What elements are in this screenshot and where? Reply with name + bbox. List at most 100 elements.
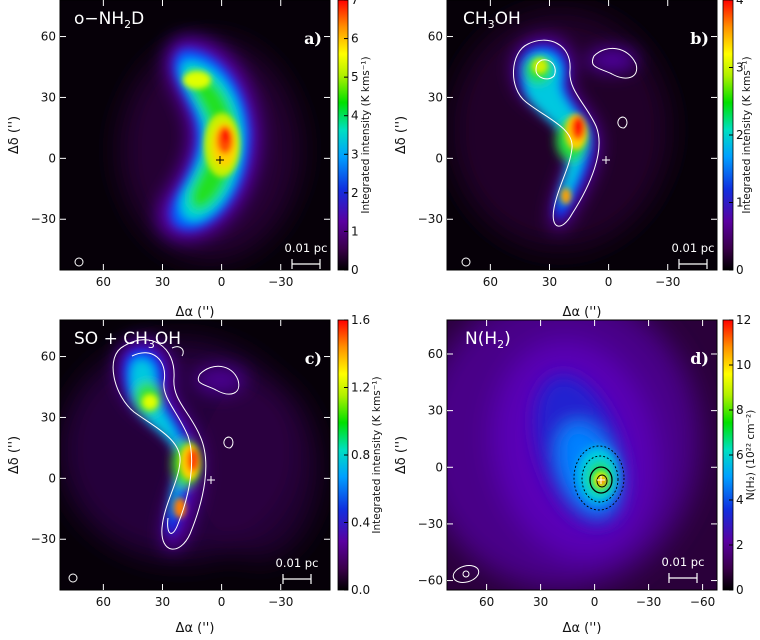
panel-a-colorbar-ticks: 0 1 2 3 4 5 6 7 [344,0,359,277]
panel-b-scalebar-label: 0.01 pc [672,241,715,255]
x-tick-label: −30 [268,595,293,609]
x-tick-label: 30 [155,275,170,289]
colorbar-tick-label: 2 [736,538,744,552]
x-tick-label: −30 [268,275,293,289]
panel-c-center-marker [207,476,215,484]
panel-a-emission-map [120,36,300,260]
colorbar-tick-label: 0 [736,583,744,597]
x-tick-label: 30 [533,595,548,609]
colorbar-tick-label: 4 [736,493,744,507]
panel-a-colorbar-label: Integrated intensity (K kms⁻¹) [360,56,372,213]
panel-c-colorbar-ticks: 0.0 0.4 0.8 1.2 1.6 [344,313,370,597]
y-tick-label: 0 [48,151,56,165]
y-tick-label: −30 [418,517,443,531]
panel-c-scalebar-label: 0.01 pc [276,556,319,570]
panel-c-emission-map [60,338,320,560]
colorbar-tick-label: 8 [736,403,744,417]
panel-a-xticks: 60 30 0 −30 [96,0,293,289]
x-tick-label: 60 [96,275,111,289]
colorbar-tick-label: 0.0 [351,583,370,597]
y-tick-label: −30 [31,532,56,546]
panel-d-column-density-map [447,320,700,590]
colorbar-tick-label: 0 [351,263,359,277]
panel-a-ylabel: Δδ ('') [7,116,22,154]
panel-a-scalebar [291,259,321,269]
colorbar-tick-label: 1.6 [351,313,370,327]
y-tick-label: 60 [428,30,443,44]
colorbar-tick-label: 1 [351,224,359,238]
panel-b-emission-map [450,10,670,250]
panel-b-center-marker [602,156,610,164]
panel-a-center-marker [216,156,224,164]
panel-b-colorbar-label: Integrated intensity (K kms⁻¹) [741,56,753,213]
x-tick-label: 30 [155,595,170,609]
panel-b-title: CH3OH [463,9,521,31]
colorbar-tick-label: 1 [736,196,744,210]
x-tick-label: 60 [479,595,494,609]
y-tick-label: 0 [48,471,56,485]
panel-a-yticks: 60 30 0 −30 [31,30,330,226]
panel-d-yticks: 60 30 0 −30 −60 [418,347,717,588]
colorbar-tick-label: 0.8 [351,448,370,462]
y-tick-label: 0 [435,460,443,474]
panel-b-ylabel: Δδ ('') [394,116,409,154]
panel-c: SO + CH3OH c) 0.01 pc 60 30 0 −30 60300−30 … [7,313,383,636]
y-tick-label: −30 [418,212,443,226]
panel-c-ylabel: Δδ ('') [7,436,22,474]
colorbar-tick-label: 2 [351,186,359,200]
x-tick-label: −30 [655,275,680,289]
panel-b-scalebar [678,259,708,269]
panel-b-xticks: 60 30 0 −30 [483,0,680,289]
panel-b-xlabel: Δα ('') [563,305,602,320]
panel-b-beam [461,257,471,267]
panel-d-colorbar-ticks: 0 2 4 6 8 10 12 [729,313,751,597]
panel-d-scalebar-label: 0.01 pc [662,555,705,569]
y-tick-label: 30 [41,410,56,424]
colorbar-tick-label: 4 [351,109,359,123]
panel-d-ylabel: Δδ ('') [394,436,409,474]
colorbar-tick-label: 6 [736,448,744,462]
colorbar-tick-label: 3 [736,61,744,75]
y-tick-label: 60 [41,350,56,364]
panel-d-beam [452,565,480,583]
x-tick-label: 60 [96,595,111,609]
panel-a-label: a) [304,29,322,48]
x-tick-label: 0 [218,275,226,289]
panel-c-title: SO + CH3OH [74,329,181,351]
y-tick-label: 30 [428,90,443,104]
panel-c-xticks: 60 30 0 −30 [96,320,293,609]
x-tick-label: 60 [483,275,498,289]
x-tick-label: 30 [542,275,557,289]
colorbar-tick-label: 0.4 [351,516,370,530]
y-tick-label: 30 [41,90,56,104]
colorbar-tick-label: 3 [351,147,359,161]
y-tick-label: 0 [435,151,443,165]
y-tick-label: 60 [428,347,443,361]
panel-d-title: N(H2) [465,329,511,351]
y-tick-label: −30 [31,212,56,226]
y-tick-label: −60 [418,574,443,588]
x-tick-label: 0 [218,595,226,609]
colorbar-tick-label: 7 [351,0,359,7]
colorbar-tick-label: 12 [736,313,751,327]
colorbar-tick-label: 5 [351,70,359,84]
panel-c-yticks: 60 30 0 −30 [31,350,330,546]
panel-a-colorbar [337,0,349,271]
panel-c-beam [68,573,78,583]
y-tick-label: 60 [41,30,56,44]
x-tick-label: −60 [690,595,715,609]
panel-a-xlabel: Δα ('') [176,305,215,320]
panel-c-colorbar-label: Integrated intensity (K kms⁻¹) [371,376,383,533]
panel-b-label: b) [690,29,709,48]
y-tick-label: 30 [428,404,443,418]
panel-c-label: c) [305,349,322,368]
x-tick-label: 0 [605,275,613,289]
panel-d-center-marker [597,476,605,484]
panel-d-label: d) [690,349,709,368]
colorbar-tick-label: 2 [736,128,744,142]
panel-c-xlabel: Δα ('') [176,621,215,636]
colorbar-tick-label: 0 [736,263,744,277]
panel-d-colorbar-label: N(H₂) (10²² cm⁻²) [745,410,757,501]
